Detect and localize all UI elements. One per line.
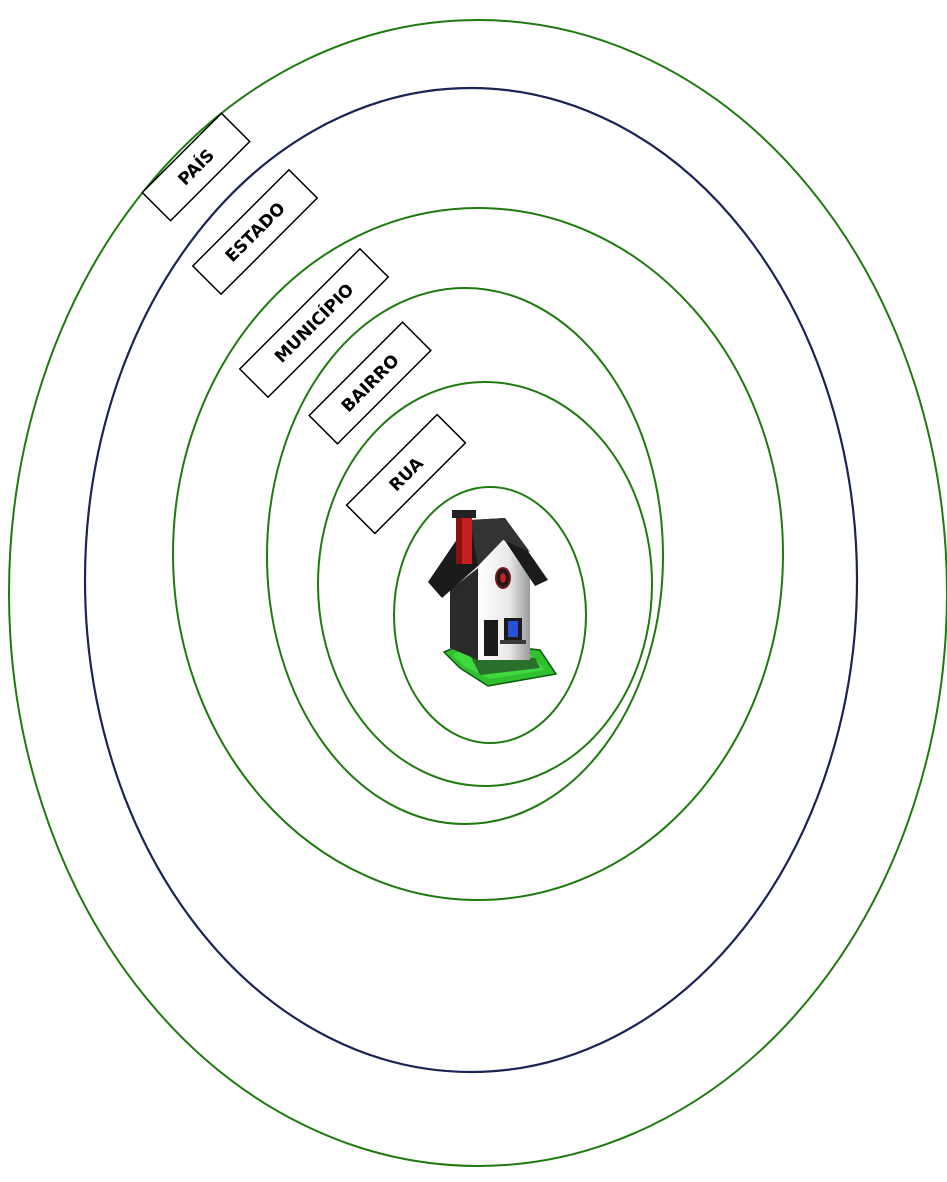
label-bairro: BAIRRO [308, 321, 432, 445]
label-municipio-text: MUNICÍPIO [270, 279, 359, 368]
ring-inner [393, 486, 587, 744]
ring-pais [8, 19, 947, 1167]
label-estado: ESTADO [191, 168, 319, 296]
label-rua: RUA [345, 413, 467, 535]
ring-rua [317, 381, 653, 787]
ring-bairro [266, 287, 664, 825]
label-pais: PAÍS [141, 112, 251, 222]
house-icon [428, 510, 558, 687]
ring-municipio [172, 207, 784, 901]
ring-estado [83, 86, 859, 1074]
